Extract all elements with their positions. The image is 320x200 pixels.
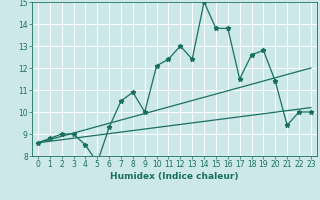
X-axis label: Humidex (Indice chaleur): Humidex (Indice chaleur) [110,172,239,181]
